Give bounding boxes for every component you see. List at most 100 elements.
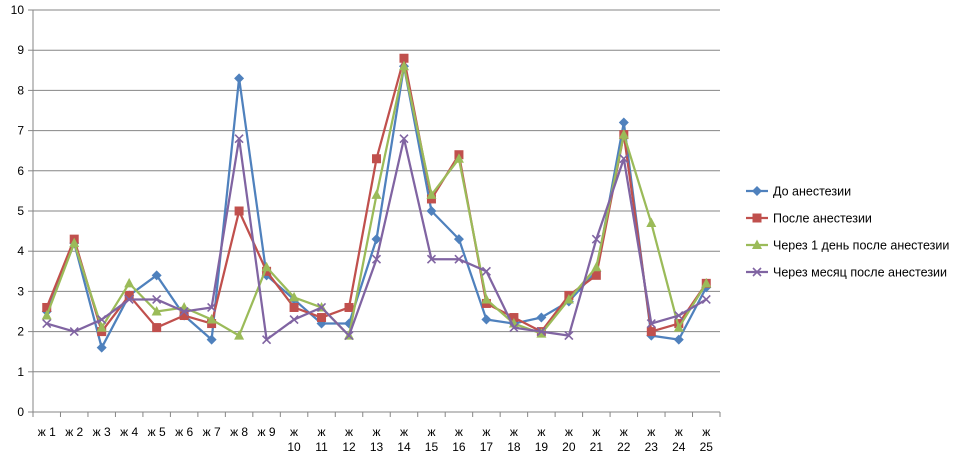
legend-marker	[752, 239, 762, 249]
data-point	[701, 277, 712, 288]
data-point	[207, 319, 217, 329]
data-point	[344, 302, 354, 312]
data-point	[618, 117, 629, 128]
data-point	[673, 334, 684, 345]
data-point	[481, 266, 491, 276]
data-point	[97, 327, 107, 337]
data-point	[591, 234, 601, 244]
data-point	[151, 306, 162, 316]
data-point	[372, 154, 381, 164]
x-tick-label: ж 20	[562, 425, 576, 454]
legend-item: После анестезии	[746, 212, 872, 226]
data-point	[151, 270, 162, 281]
x-tick-label: ж 23	[645, 425, 659, 454]
data-point	[481, 314, 492, 325]
data-point	[454, 254, 464, 264]
x-tick-label: ж 11	[315, 425, 328, 454]
x-tick-label: ж 3	[93, 425, 111, 439]
data-point	[646, 217, 657, 228]
data-point	[179, 306, 189, 317]
data-point	[96, 342, 107, 353]
data-point	[207, 302, 217, 313]
y-tick-label: 0	[17, 405, 24, 419]
x-tick-label: ж 24	[672, 425, 686, 454]
data-point	[234, 134, 244, 144]
x-tick-label: ж 18	[507, 425, 521, 454]
data-point	[344, 331, 354, 341]
data-point	[371, 189, 382, 199]
data-point	[536, 327, 546, 337]
data-point	[124, 290, 134, 300]
legend-item: До анестезии	[746, 185, 851, 199]
data-point	[42, 302, 52, 312]
data-point	[701, 294, 711, 305]
data-point	[453, 234, 464, 245]
x-tick-label: ж 5	[148, 425, 166, 439]
series-line	[45, 65, 708, 337]
data-point	[152, 294, 162, 305]
x-tick-label: ж 12	[342, 425, 356, 454]
x-tick-label: ж 25	[700, 425, 714, 454]
legend: До анестезии После анестезии Через 1 день …	[746, 185, 949, 280]
data-point	[481, 293, 492, 304]
data-point	[399, 134, 409, 144]
x-tick-label: ж 7	[203, 425, 221, 439]
data-point	[124, 294, 134, 305]
data-point	[289, 291, 300, 302]
data-point	[152, 323, 162, 333]
y-tick-labels: 0 1 2 3 4 5 6 7 8 9 10	[11, 3, 25, 419]
y-tick-label: 9	[17, 43, 24, 57]
data-point	[426, 194, 436, 204]
data-point	[618, 129, 629, 139]
data-point	[673, 322, 684, 332]
data-point	[453, 153, 464, 163]
x-tick-labels: ж 1 ж 2 ж 3 ж 4 ж 5 ж 6 ж 7 ж 8 ж 9 ж 10 ж 11 ж 12 ж 13 ж…	[38, 425, 714, 454]
legend-label: Через 1 день после анестезии	[773, 239, 949, 253]
data-point	[42, 318, 52, 329]
data-point	[41, 310, 52, 320]
x-tick-label: ж 22	[617, 425, 631, 454]
data-point	[426, 206, 437, 216]
x-tick-label: ж 1	[38, 425, 56, 439]
legend-item: Через 1 день после анестезии	[746, 239, 949, 253]
series-lines	[41, 53, 712, 353]
data-point	[646, 318, 656, 329]
data-point	[317, 313, 327, 323]
data-point	[69, 237, 80, 248]
legend-marker	[752, 213, 762, 223]
data-point	[69, 327, 79, 337]
x-tick-label: ж 2	[65, 425, 83, 439]
data-point	[316, 302, 327, 313]
data-point	[398, 60, 409, 71]
data-point	[124, 277, 135, 288]
data-point	[591, 270, 601, 280]
data-point	[591, 261, 602, 272]
x-tick-label: ж 6	[175, 425, 193, 439]
data-point	[262, 335, 272, 345]
y-tick-label: 3	[17, 284, 24, 298]
data-point	[97, 314, 107, 325]
x-tick-label: ж 13	[370, 425, 384, 454]
data-point	[234, 73, 245, 84]
legend-marker	[752, 267, 762, 277]
data-point	[509, 323, 519, 333]
data-point	[426, 189, 437, 199]
x-tick-label: ж 19	[535, 425, 549, 454]
data-point	[619, 154, 629, 164]
x-tick-label: ж 9	[258, 425, 276, 439]
data-point	[179, 311, 189, 321]
y-tick-label: 2	[17, 325, 24, 339]
legend-label: После анестезии	[773, 212, 872, 226]
y-tick-label: 5	[17, 204, 24, 218]
data-point	[289, 302, 299, 312]
x-tick-label: ж 21	[590, 425, 604, 454]
data-point	[234, 330, 245, 340]
data-point	[96, 322, 107, 332]
data-point	[399, 53, 409, 63]
legend-item: Через месяц после анестезии	[746, 266, 947, 280]
x-tick-label: ж 4	[120, 425, 138, 439]
data-point	[371, 234, 382, 245]
data-point	[646, 327, 656, 337]
data-point	[289, 314, 299, 325]
